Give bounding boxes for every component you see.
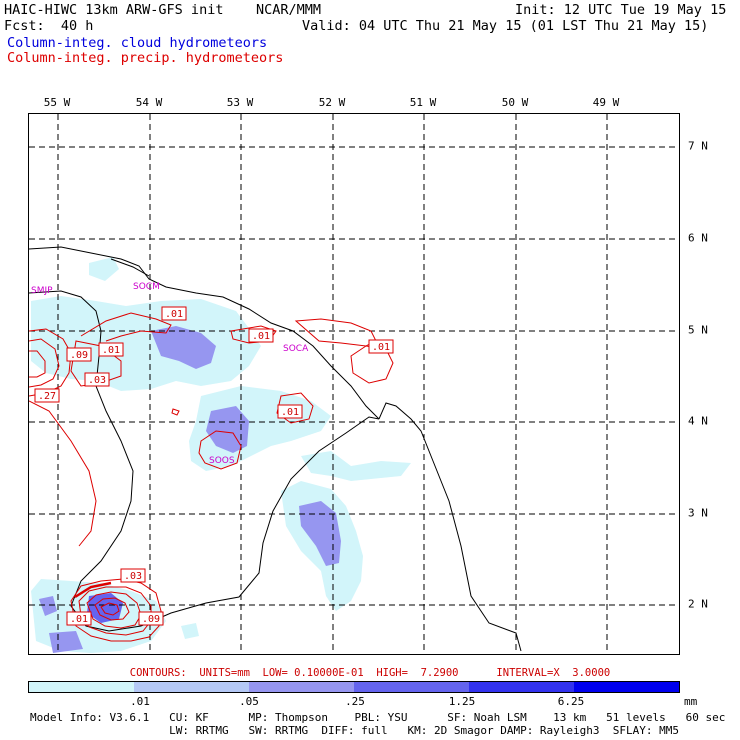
station-label: SOCA <box>283 344 309 354</box>
map-canvas: SMJP SOCM SOCA SOOS .01 .01 .09 .01 .03 … <box>29 114 679 654</box>
contour-label: .03 <box>124 571 142 582</box>
station-label: SMJP <box>31 286 53 296</box>
field-precip-label: Column-integ. precip. hydrometeors <box>7 50 284 66</box>
contour-label: .01 <box>70 614 88 625</box>
lon-label: 50 W <box>501 96 529 109</box>
color-bar <box>28 681 680 693</box>
contour-labels: .01 .01 .09 .01 .03 .27 .01 .01 .03 .01 … <box>34 306 394 626</box>
color-bar-tick: 1.25 <box>448 695 476 708</box>
stations: SMJP SOCM SOCA SOOS <box>31 282 309 466</box>
valid-time: Valid: 04 UTC Thu 21 May 15 (01 LST Thu … <box>302 18 709 34</box>
cloud-shading-medium <box>39 326 341 653</box>
color-bar-tick: 6.25 <box>557 695 585 708</box>
lon-label: 49 W <box>592 96 620 109</box>
lat-label: 5 N <box>688 323 708 337</box>
model-title: HAIC-HIWC 13km ARW-GFS init NCAR/MMM <box>4 2 321 18</box>
contours-info: CONTOURS: UNITS=mm LOW= 0.10000E-01 HIGH… <box>129 667 611 679</box>
lat-label: 6 N <box>688 231 708 245</box>
contour-label: .01 <box>281 407 299 418</box>
color-bar-segment <box>468 682 574 692</box>
color-bar-segment <box>29 682 135 692</box>
station-label: SOCM <box>133 282 160 292</box>
lon-label: 51 W <box>409 96 437 109</box>
lon-label: 53 W <box>226 96 254 109</box>
map-panel: SMJP SOCM SOCA SOOS .01 .01 .09 .01 .03 … <box>28 113 680 655</box>
contour-label: .01 <box>252 331 270 342</box>
lat-label: 7 N <box>688 139 708 153</box>
cloud-shading <box>31 257 411 653</box>
forecast-hour: Fcst: 40 h <box>4 18 94 34</box>
station-label: SOOS <box>209 456 235 466</box>
lat-label: 3 N <box>688 506 708 520</box>
lat-label: 4 N <box>688 414 708 428</box>
color-bar-tick: .01 <box>130 695 150 708</box>
contour-label: .27 <box>38 391 56 402</box>
contour-label: .01 <box>165 309 183 320</box>
init-time: Init: 12 UTC Tue 19 May 15 <box>515 2 727 18</box>
contour-label: .01 <box>372 342 390 353</box>
color-bar-tick: .25 <box>345 695 365 708</box>
lat-lon-grid <box>29 114 679 654</box>
coastlines <box>29 246 522 652</box>
lon-label: 52 W <box>318 96 346 109</box>
contour-label: .09 <box>142 614 160 625</box>
lon-label: 55 W <box>43 96 71 109</box>
color-bar-segment <box>573 682 679 692</box>
color-bar-segment <box>353 682 469 692</box>
model-info-line2: LW: RRTMG SW: RRTMG DIFF: full KM: 2D Sm… <box>30 724 680 737</box>
lat-label: 2 N <box>688 597 708 611</box>
color-bar-segment <box>134 682 249 692</box>
model-info-line1: Model Info: V3.6.1 CU: KF MP: Thompson P… <box>30 711 726 724</box>
contour-label: .01 <box>102 345 120 356</box>
color-bar-segment <box>248 682 354 692</box>
contour-label: .03 <box>88 375 106 386</box>
field-cloud-label: Column-integ. cloud hydrometeors <box>7 35 268 51</box>
lon-label: 54 W <box>135 96 163 109</box>
contour-label: .09 <box>70 350 88 361</box>
color-bar-tick: .05 <box>239 695 259 708</box>
color-bar-units: mm <box>684 695 698 708</box>
